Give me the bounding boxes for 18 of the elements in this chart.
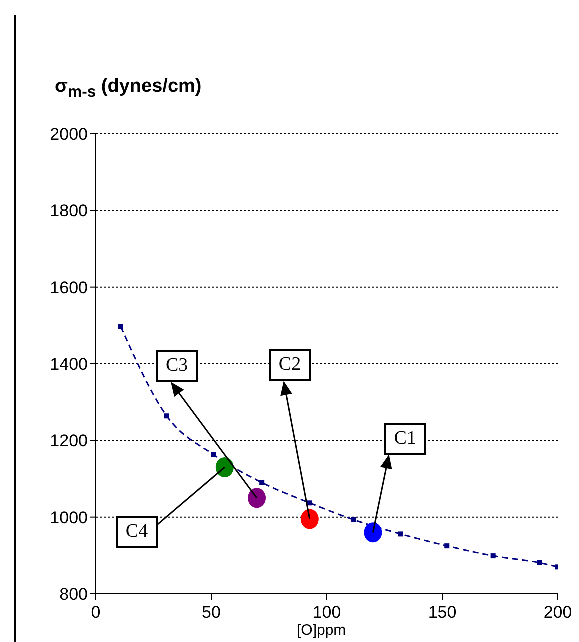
y-tick-label: 1400 (50, 355, 88, 374)
x-tick-label: 150 (428, 603, 457, 622)
y-tick-label: 1200 (50, 432, 88, 451)
annotation: C4 (116, 516, 158, 548)
x-tick-label: 100 (312, 603, 342, 622)
annotation: C3 (156, 350, 198, 382)
y-tick-label: 1000 (50, 508, 88, 528)
x-tick-label: 0 (91, 603, 101, 622)
x-axis-title: [O]ppm (297, 622, 346, 639)
y-tick-label: 2000 (50, 125, 88, 144)
x-tick-label: 50 (202, 603, 221, 622)
y-axis-title: σ$_{m-s}$ (dynes/cm) (55, 76, 202, 102)
x-tick-label: 200 (544, 603, 572, 622)
y-tick-label: 800 (60, 585, 88, 604)
annotation: C2 (268, 349, 312, 382)
y-tick-label: 1600 (50, 278, 88, 298)
annotation: C1 (384, 422, 426, 455)
y-tick-label: 1800 (50, 202, 88, 221)
